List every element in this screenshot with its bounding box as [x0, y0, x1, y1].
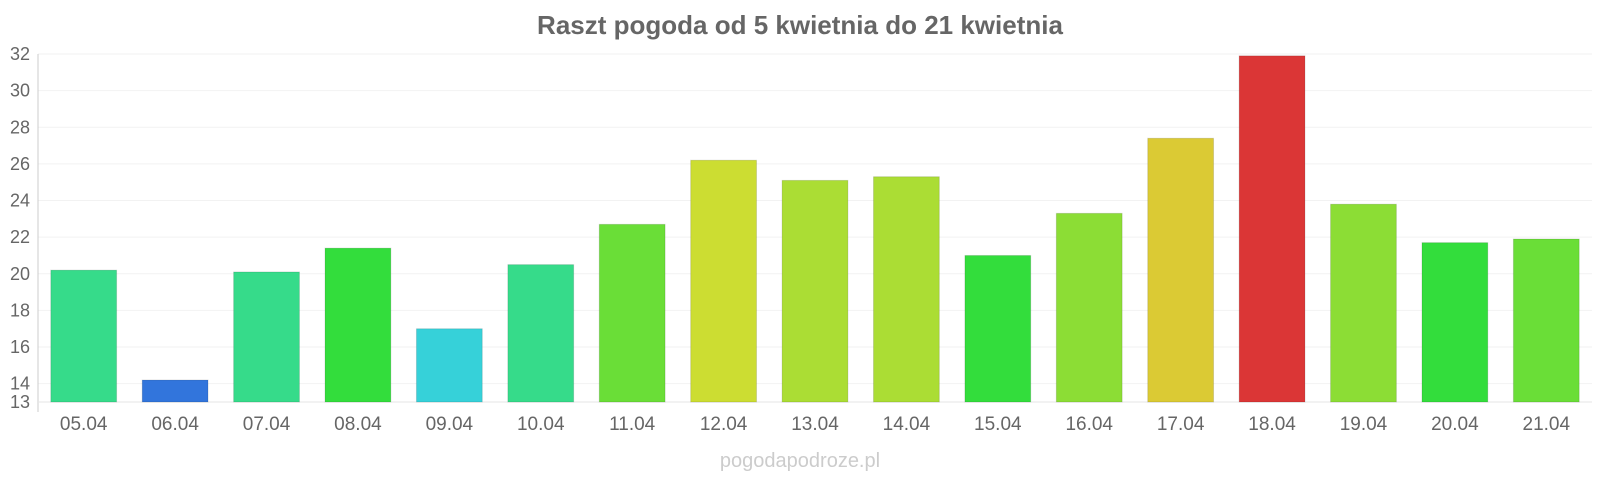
bar-08.04[interactable] — [324, 247, 392, 403]
bars — [50, 55, 1580, 403]
y-tick-label: 32 — [10, 44, 30, 64]
y-tick-label: 26 — [10, 154, 30, 174]
x-tick-label: 09.04 — [426, 414, 474, 435]
bar-20.04[interactable] — [1421, 242, 1489, 403]
bar-16.04[interactable] — [1055, 212, 1123, 403]
x-tick-label: 20.04 — [1431, 414, 1479, 435]
bar-18.04[interactable] — [1238, 55, 1306, 403]
y-tick-label: 16 — [10, 337, 30, 357]
x-tick-label: 15.04 — [974, 414, 1022, 435]
x-tick-label: 08.04 — [334, 414, 382, 435]
x-tick-label: 05.04 — [60, 414, 108, 435]
bar-10.04[interactable] — [507, 264, 575, 403]
bar-12.04[interactable] — [690, 159, 757, 403]
x-tick-label: 12.04 — [700, 414, 748, 435]
chart-title: Raszt pogoda od 5 kwietnia do 21 kwietni… — [537, 10, 1063, 40]
bar-06.04[interactable] — [141, 379, 209, 403]
y-tick-label: 13 — [10, 392, 30, 412]
x-tick-label: 07.04 — [243, 414, 291, 435]
x-axis-ticks: 05.04 06.04 07.04 08.04 09.04 10.04 11.04 12.04… — [60, 414, 1571, 435]
x-tick-label: 17.04 — [1157, 414, 1205, 435]
y-tick-label: 22 — [10, 227, 30, 247]
x-tick-label: 14.04 — [883, 414, 931, 435]
watermark: pogodapodroze.pl — [719, 450, 881, 472]
bar-05.04[interactable] — [50, 269, 118, 403]
y-tick-label: 30 — [10, 81, 30, 101]
x-tick-label: 11.04 — [609, 414, 656, 435]
x-tick-label: 18.04 — [1248, 414, 1296, 435]
y-tick-label: 14 — [10, 374, 30, 394]
y-tick-label: 18 — [10, 300, 30, 320]
bar-13.04[interactable] — [781, 179, 849, 403]
x-tick-label: 06.04 — [151, 414, 199, 435]
x-tick-label: 19.04 — [1340, 414, 1388, 435]
bar-09.04[interactable] — [415, 328, 483, 403]
bar-14.04[interactable] — [873, 176, 940, 403]
x-tick-label: 13.04 — [791, 414, 839, 435]
y-tick-label: 28 — [10, 117, 30, 137]
bar-11.04[interactable] — [598, 223, 666, 403]
y-tick-label: 20 — [10, 264, 30, 284]
y-tick-label: 24 — [10, 191, 30, 211]
x-tick-label: 21.04 — [1523, 414, 1571, 435]
bar-15.04[interactable] — [964, 254, 1032, 403]
bar-19.04[interactable] — [1330, 203, 1397, 403]
bar-07.04[interactable] — [233, 271, 300, 403]
x-tick-label: 10.04 — [517, 414, 565, 435]
x-tick-label: 16.04 — [1065, 414, 1113, 435]
bar-21.04[interactable] — [1512, 238, 1580, 403]
bar-17.04[interactable] — [1147, 137, 1215, 403]
